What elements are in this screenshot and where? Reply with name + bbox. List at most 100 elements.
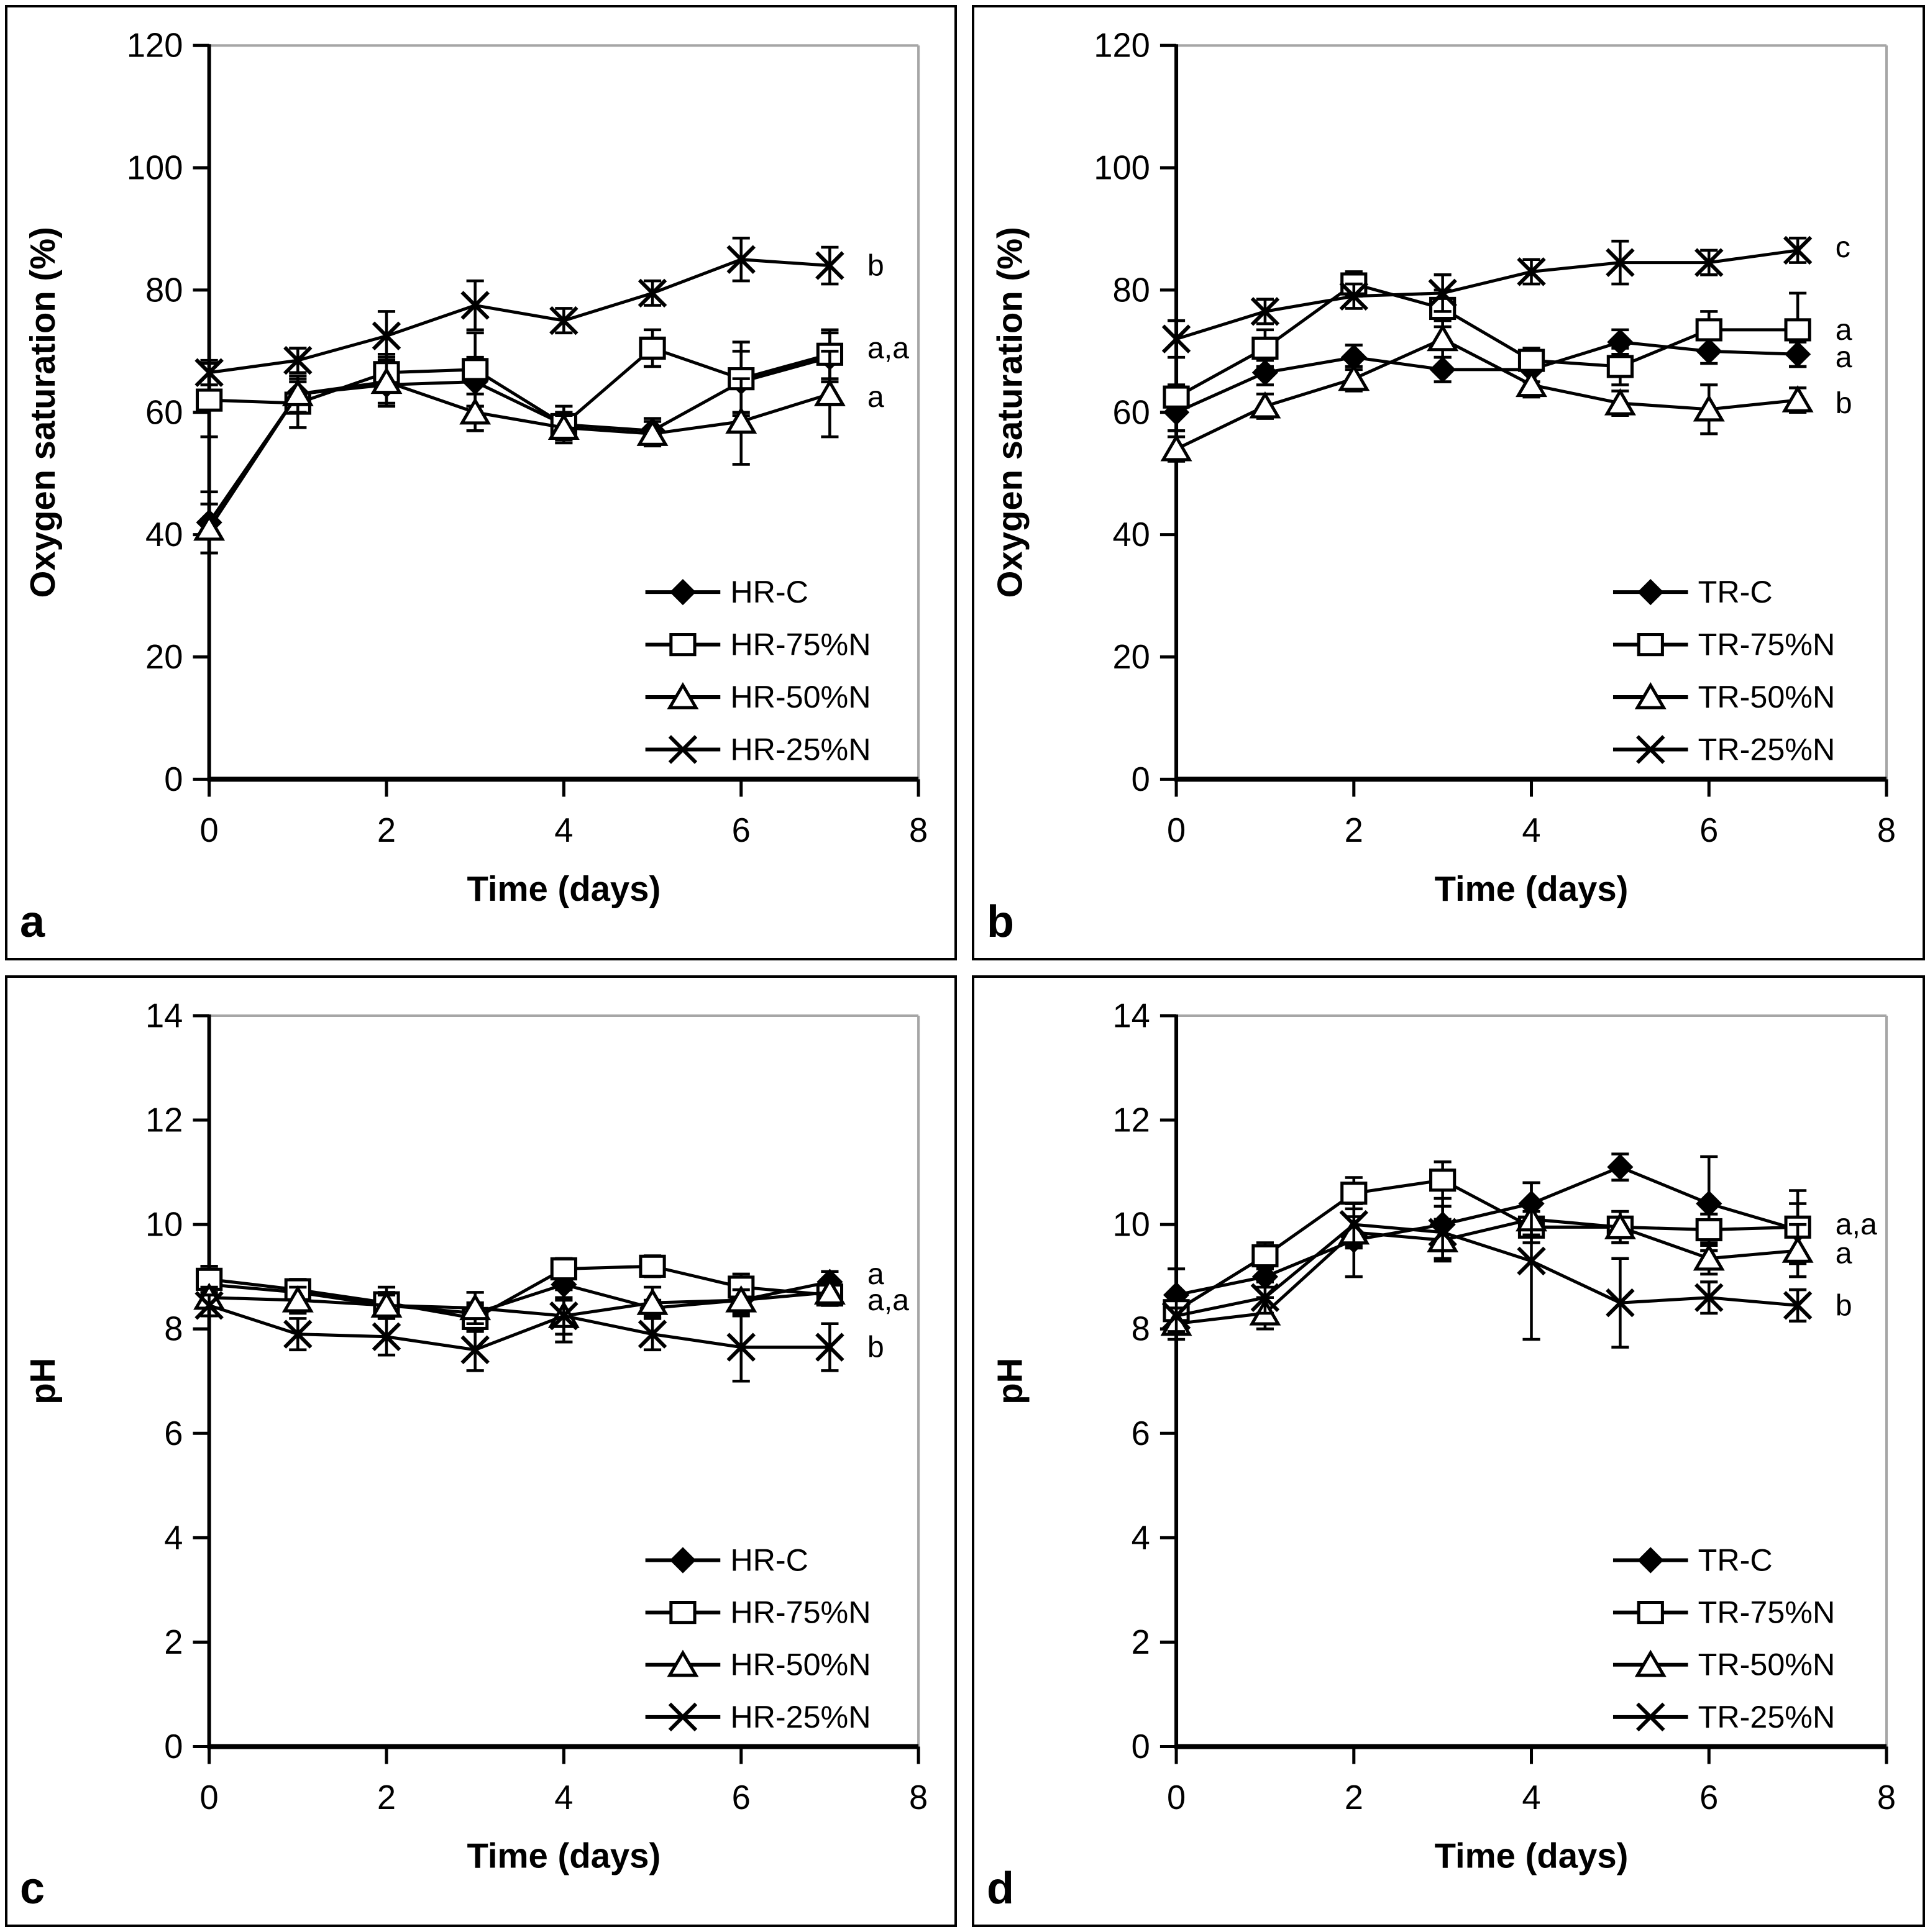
open-square-icon [462, 358, 489, 381]
x-tick-label: 0 [1167, 811, 1186, 849]
open-triangle-marker [370, 1290, 403, 1318]
open-square-icon [1429, 1169, 1457, 1192]
open-triangle-marker [281, 1285, 314, 1313]
x-star-marker [638, 1319, 667, 1349]
significance-label: a,a [867, 331, 909, 365]
legend-label: HR-C [730, 575, 808, 609]
x-axis-title: Time (days) [467, 1836, 661, 1875]
series-TR-50%N [1160, 319, 1814, 463]
panel-letter-b: b [987, 897, 1014, 947]
x-star-marker [1339, 281, 1369, 311]
panel-c-ph-hr: 0 2 4 6 8 10 12 14 0 2 4 6 8 Time (days) pH HR-C HR-75%N… [5, 975, 957, 1927]
open-triangle-marker [1160, 434, 1192, 462]
filled-diamond-marker [1429, 356, 1456, 383]
x-star-marker [372, 321, 401, 350]
series-TR-25%N [1161, 1181, 1813, 1349]
legend-label: HR-50%N [730, 680, 871, 714]
legend-item-HR-50%N: HR-50%N [645, 1647, 871, 1682]
open-square-marker [639, 336, 666, 360]
legend: TR-C TR-75%N TR-50%N TR-25%N [1612, 575, 1836, 767]
open-square-icon [639, 336, 666, 360]
filled-diamond-icon [1696, 338, 1722, 365]
x-tick-label: 4 [554, 811, 573, 849]
open-triangle-marker [636, 419, 669, 446]
open-triangle-marker [1427, 324, 1459, 352]
x-icon [194, 358, 224, 388]
significance-label: b [867, 1331, 884, 1364]
x-star-marker [1517, 257, 1546, 286]
open-triangle-icon [459, 397, 492, 425]
open-triangle-icon [1604, 388, 1636, 416]
x-icon [1517, 257, 1546, 286]
open-square-icon [669, 1600, 697, 1624]
x-star-marker [372, 1322, 401, 1352]
legend-item-HR-C: HR-C [645, 575, 808, 609]
open-triangle-marker [281, 379, 314, 406]
open-triangle-marker [1693, 394, 1725, 422]
open-triangle-icon [1781, 1236, 1814, 1263]
panel-letter-a: a [20, 897, 45, 947]
series-line [1176, 340, 1798, 414]
open-triangle-icon [1781, 385, 1814, 412]
open-triangle-icon [636, 1288, 669, 1315]
open-triangle-icon [1516, 370, 1548, 398]
filled-diamond-icon [1607, 1154, 1634, 1180]
x-icon [1636, 735, 1665, 764]
open-triangle-icon [667, 1649, 699, 1677]
x-star-marker [1636, 735, 1665, 764]
series-line [1175, 1178, 1798, 1312]
panel-b-oxygen-tr: 0 20 40 60 80 100 120 0 2 4 6 8 Time (days) Oxygen sa… [972, 5, 1925, 960]
legend-item-HR-50%N: HR-50%N [645, 680, 871, 714]
open-triangle-icon [813, 379, 846, 406]
x-tick-label: 6 [1699, 1779, 1718, 1816]
x-star-marker [726, 245, 756, 274]
open-triangle-icon [667, 681, 699, 709]
x-icon [668, 1702, 698, 1732]
open-triangle-icon [193, 513, 226, 541]
y-axis-title: Oxygen saturation (%) [990, 227, 1029, 598]
x-icon [1250, 297, 1280, 326]
open-triangle-marker [1634, 1649, 1667, 1677]
open-triangle-icon [281, 1285, 314, 1313]
legend-label: TR-50%N [1698, 680, 1836, 714]
series-line [1175, 337, 1798, 451]
y-tick-label: 2 [1132, 1623, 1150, 1661]
y-tick-label: 40 [145, 516, 183, 554]
x-icon [194, 1291, 224, 1320]
open-triangle-marker [1781, 1236, 1814, 1263]
open-square-icon [196, 388, 223, 412]
x-star-marker [1694, 1283, 1724, 1313]
x-tick-label: 0 [1167, 1779, 1186, 1816]
x-icon [283, 1319, 313, 1349]
open-triangle-marker [547, 412, 580, 440]
open-square-marker [1251, 1244, 1279, 1268]
open-triangle-marker [636, 1288, 669, 1315]
open-triangle-marker [193, 513, 226, 541]
y-tick-label: 0 [1132, 760, 1150, 798]
x-icon [638, 278, 667, 308]
x-star-marker [1517, 1246, 1546, 1276]
x-star-marker [638, 278, 667, 308]
y-tick-label: 10 [145, 1206, 183, 1244]
x-star-marker [460, 291, 490, 320]
x-icon [372, 321, 401, 350]
open-square-icon [1784, 318, 1811, 342]
open-square-marker [669, 633, 697, 657]
x-icon [549, 306, 579, 335]
x-icon [1161, 324, 1191, 353]
open-triangle-icon [1160, 434, 1192, 462]
filled-diamond-marker [1637, 1547, 1664, 1574]
x-tick-label: 8 [1877, 1779, 1896, 1816]
open-square-marker [1340, 1182, 1368, 1205]
series-line [1175, 282, 1798, 399]
significance-label: b [1836, 1288, 1852, 1322]
open-triangle-marker [1249, 391, 1281, 419]
series-line [209, 1264, 830, 1321]
filled-diamond-icon [669, 579, 697, 606]
legend-label: HR-25%N [730, 1700, 871, 1734]
y-axis-title: pH [23, 1358, 62, 1405]
open-triangle-marker [1516, 370, 1548, 398]
legend-label: HR-C [730, 1542, 808, 1577]
x-tick-label: 2 [377, 1779, 396, 1816]
y-tick-label: 100 [127, 149, 183, 187]
